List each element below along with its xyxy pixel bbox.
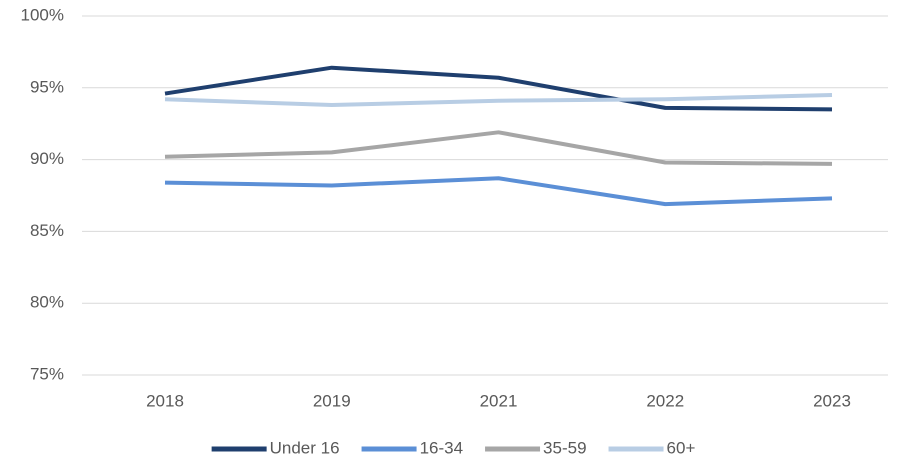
x-tick-label: 2019 bbox=[313, 391, 351, 410]
y-tick-label: 75% bbox=[30, 364, 64, 383]
legend-label: 35-59 bbox=[543, 438, 586, 457]
y-tick-label: 90% bbox=[30, 149, 64, 168]
legend-label: Under 16 bbox=[270, 438, 340, 457]
x-tick-label: 2022 bbox=[646, 391, 684, 410]
series-line bbox=[164, 176, 833, 207]
series-line bbox=[164, 92, 833, 108]
y-tick-label: 80% bbox=[30, 293, 64, 312]
series-line bbox=[164, 65, 833, 112]
y-tick-label: 85% bbox=[30, 221, 64, 240]
x-tick-label: 2018 bbox=[146, 391, 184, 410]
y-tick-label: 95% bbox=[30, 77, 64, 96]
series-line bbox=[164, 130, 833, 166]
x-tick-label: 2023 bbox=[813, 391, 851, 410]
legend-label: 16-34 bbox=[420, 438, 463, 457]
y-tick-label: 100% bbox=[21, 5, 64, 24]
x-tick-label: 2021 bbox=[480, 391, 518, 410]
legend-label: 60+ bbox=[667, 438, 696, 457]
